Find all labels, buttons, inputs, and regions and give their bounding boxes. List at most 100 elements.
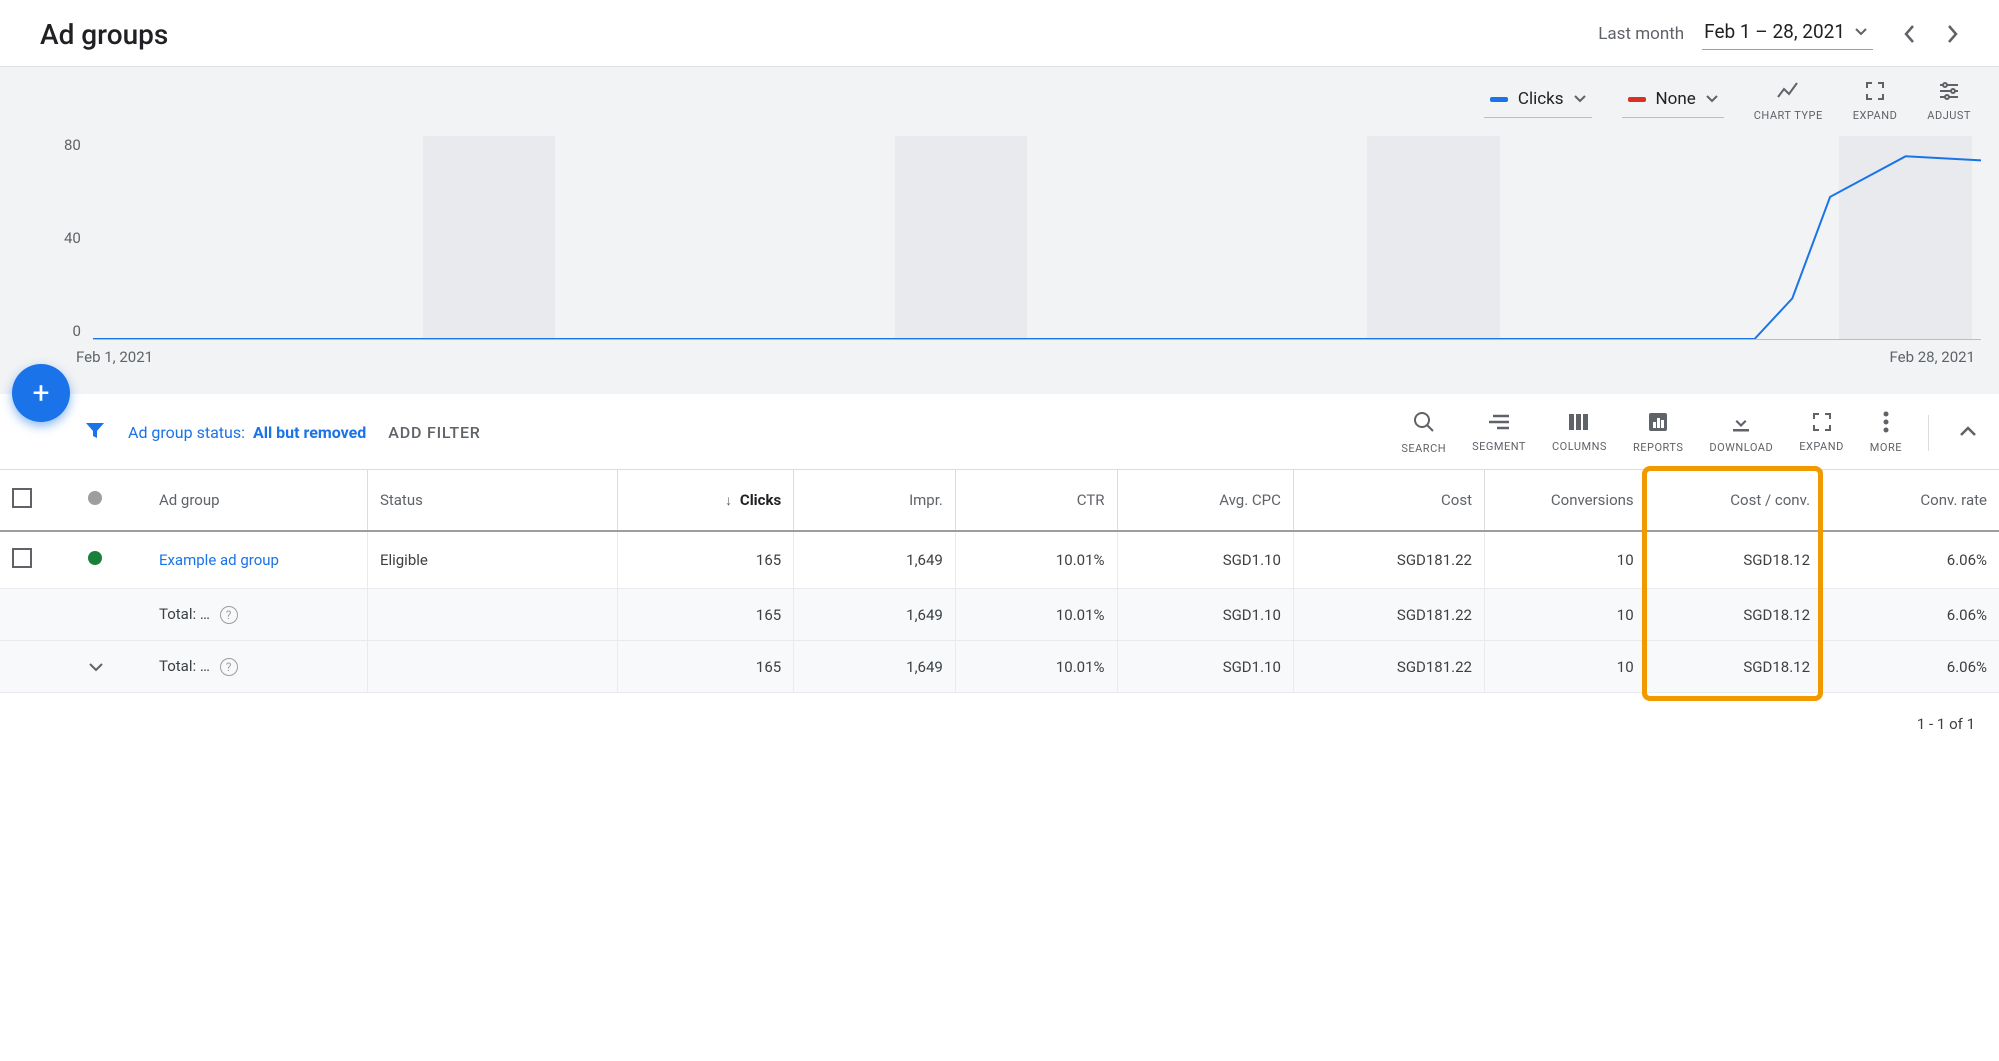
search-icon	[1412, 410, 1436, 438]
download-icon	[1730, 411, 1752, 437]
plus-icon: +	[32, 376, 49, 411]
cell-avg-cpc: SGD1.10	[1117, 589, 1293, 641]
cell-conversions: 10	[1484, 589, 1646, 641]
date-next-button[interactable]	[1935, 16, 1971, 52]
reports-button[interactable]: REPORTS	[1633, 411, 1683, 454]
metric2-picker[interactable]: None	[1622, 85, 1724, 118]
col-status[interactable]: Status	[367, 470, 617, 532]
metric2-swatch	[1628, 97, 1646, 102]
add-filter-button[interactable]: ADD FILTER	[388, 423, 480, 442]
reports-label: REPORTS	[1633, 441, 1683, 454]
filter-chip-label: Ad group status:	[128, 423, 245, 442]
cell-conversions: 10	[1484, 531, 1646, 589]
col-conversions[interactable]: Conversions	[1484, 470, 1646, 532]
chart-body: 80 40 0	[18, 128, 1981, 340]
chart-area: Clicks None CHART TYPE EXPAND	[0, 67, 1999, 394]
col-checkbox	[0, 470, 76, 532]
help-icon[interactable]: ?	[220, 658, 238, 676]
expand-total-button[interactable]	[88, 662, 104, 672]
table-row: Example ad group Eligible 165 1,649 10.0…	[0, 531, 1999, 589]
col-ad-group[interactable]: Ad group	[147, 470, 367, 532]
row-checkbox[interactable]	[12, 548, 32, 568]
chart-x-axis: Feb 1, 2021 Feb 28, 2021	[76, 340, 1981, 366]
x-end: Feb 28, 2021	[1890, 348, 1976, 366]
table-expand-button[interactable]: EXPAND	[1799, 412, 1844, 453]
filter-bar: Ad group status: All but removed ADD FIL…	[0, 394, 1999, 469]
search-button[interactable]: SEARCH	[1401, 410, 1446, 455]
chart-type-label: CHART TYPE	[1754, 109, 1823, 122]
cell-conversions: 10	[1484, 641, 1646, 693]
cell-cost: SGD181.22	[1293, 531, 1484, 589]
columns-label: COLUMNS	[1552, 440, 1607, 453]
col-cost-conv[interactable]: Cost / conv.	[1646, 470, 1822, 532]
metric2-label: None	[1656, 89, 1696, 109]
col-cost[interactable]: Cost	[1293, 470, 1484, 532]
expand-icon	[1812, 412, 1832, 436]
table-header-row: Ad group Status ↓ Clicks Impr. CTR Avg. …	[0, 470, 1999, 532]
pagination: 1 - 1 of 1	[0, 693, 1999, 755]
metric1-picker[interactable]: Clicks	[1484, 85, 1592, 118]
y-tick: 0	[72, 322, 80, 340]
dropdown-arrow-icon	[1855, 24, 1867, 40]
chart-type-icon	[1776, 81, 1800, 105]
segment-button[interactable]: SEGMENT	[1472, 412, 1526, 453]
total-row: Total: … ? 165 1,649 10.01% SGD1.10 SGD1…	[0, 641, 1999, 693]
ad-group-link[interactable]: Example ad group	[159, 551, 279, 569]
reports-icon	[1647, 411, 1669, 437]
cell-clicks: 165	[617, 589, 793, 641]
columns-button[interactable]: COLUMNS	[1552, 412, 1607, 453]
add-fab-button[interactable]: +	[12, 364, 70, 422]
cell-conv-rate: 6.06%	[1823, 641, 1999, 693]
select-all-checkbox[interactable]	[12, 488, 32, 508]
download-button[interactable]: DOWNLOAD	[1709, 411, 1773, 454]
date-label: Last month	[1598, 24, 1684, 44]
cell-cost-conv: SGD18.12	[1646, 531, 1822, 589]
col-avg-cpc[interactable]: Avg. CPC	[1117, 470, 1293, 532]
date-prev-button[interactable]	[1891, 16, 1927, 52]
cell-cost-conv: SGD18.12	[1646, 589, 1822, 641]
cell-cost-conv: SGD18.12	[1646, 641, 1822, 693]
col-ctr[interactable]: CTR	[955, 470, 1117, 532]
cell-impr: 1,649	[794, 589, 956, 641]
date-range-picker[interactable]: Feb 1 – 28, 2021	[1702, 18, 1873, 50]
more-label: MORE	[1870, 441, 1902, 454]
cell-clicks: 165	[617, 641, 793, 693]
sort-desc-icon: ↓	[725, 493, 732, 509]
chart-expand-button[interactable]: EXPAND	[1853, 81, 1898, 122]
chart-expand-label: EXPAND	[1853, 109, 1898, 122]
segment-icon	[1487, 412, 1511, 436]
cell-ctr: 10.01%	[955, 589, 1117, 641]
page-header: Ad groups Last month Feb 1 – 28, 2021	[0, 0, 1999, 67]
col-clicks[interactable]: ↓ Clicks	[617, 470, 793, 532]
cell-impr: 1,649	[794, 531, 956, 589]
table-expand-label: EXPAND	[1799, 440, 1844, 453]
chart-adjust-button[interactable]: ADJUST	[1927, 81, 1971, 122]
filter-icon[interactable]	[84, 420, 106, 446]
cell-avg-cpc: SGD1.10	[1117, 531, 1293, 589]
dropdown-arrow-icon	[1706, 91, 1718, 107]
status-dot-icon	[88, 491, 102, 505]
cell-ctr: 10.01%	[955, 641, 1117, 693]
page-title: Ad groups	[40, 18, 168, 51]
more-icon	[1883, 411, 1889, 437]
data-table: Ad group Status ↓ Clicks Impr. CTR Avg. …	[0, 469, 1999, 693]
date-controls: Last month Feb 1 – 28, 2021	[1598, 16, 1971, 52]
table-wrap: Ad group Status ↓ Clicks Impr. CTR Avg. …	[0, 469, 1999, 693]
collapse-chart-button[interactable]	[1955, 421, 1981, 445]
help-icon[interactable]: ?	[220, 606, 238, 624]
col-clicks-label: Clicks	[740, 491, 781, 509]
status-dot-icon	[88, 551, 102, 565]
segment-label: SEGMENT	[1472, 440, 1526, 453]
dropdown-arrow-icon	[1574, 91, 1586, 107]
cell-avg-cpc: SGD1.10	[1117, 641, 1293, 693]
filter-chip[interactable]: Ad group status: All but removed	[128, 423, 366, 442]
total-label: Total: …	[159, 605, 210, 623]
y-tick: 40	[64, 229, 81, 247]
columns-icon	[1567, 412, 1591, 436]
col-impr[interactable]: Impr.	[794, 470, 956, 532]
col-conv-rate[interactable]: Conv. rate	[1823, 470, 1999, 532]
table-toolbar: SEARCH SEGMENT COLUMNS REPORTS DOWNLOAD	[1401, 410, 1981, 455]
metric1-label: Clicks	[1518, 89, 1564, 109]
more-button[interactable]: MORE	[1870, 411, 1902, 454]
chart-type-button[interactable]: CHART TYPE	[1754, 81, 1823, 122]
